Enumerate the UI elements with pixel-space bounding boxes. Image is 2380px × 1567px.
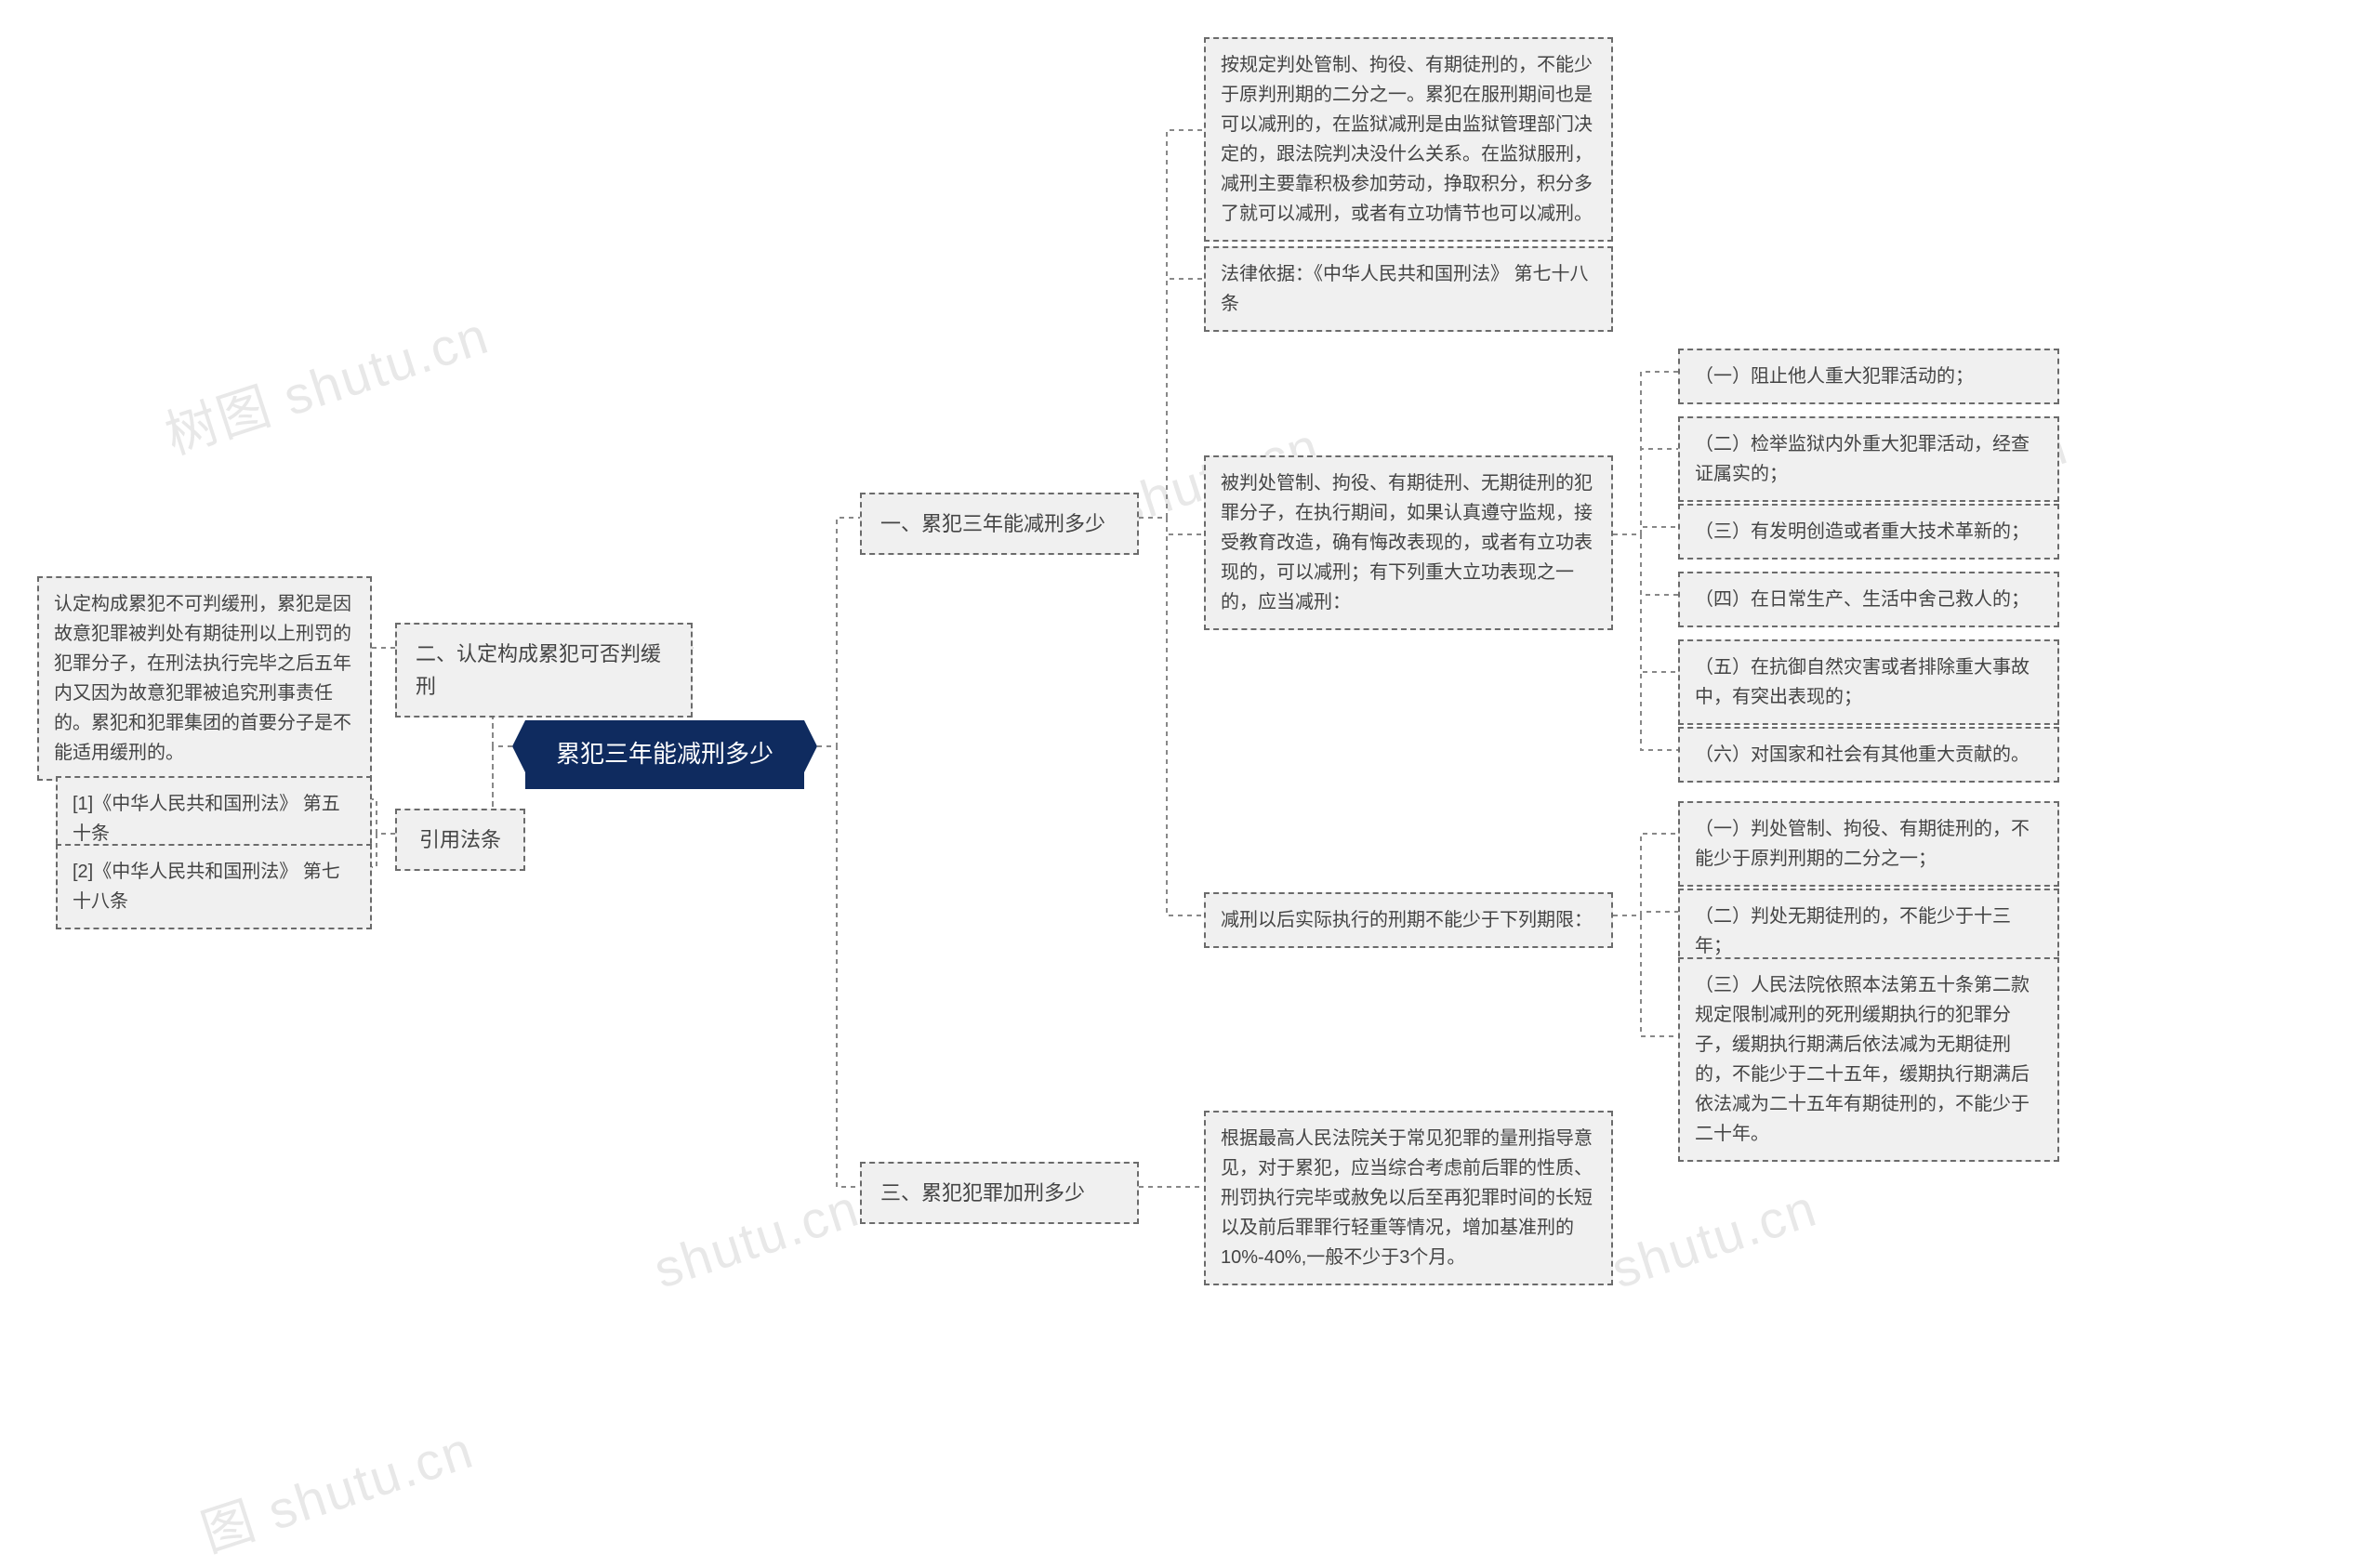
b1n3-item-1: （一）阻止他人重大犯罪活动的； (1678, 349, 2059, 404)
b1-leaf-2: 法律依据：《中华人民共和国刑法》 第七十八条 (1204, 246, 1613, 332)
b1-leaf-3: 被判处管制、拘役、有期徒刑、无期徒刑的犯罪分子，在执行期间，如果认真遵守监规，接… (1204, 455, 1613, 630)
b1n3-item-4: （四）在日常生产、生活中舍己救人的； (1678, 572, 2059, 627)
root-node: 累犯三年能减刑多少 (525, 720, 804, 789)
b3-leaf-1: 根据最高人民法院关于常见犯罪的量刑指导意见，对于累犯，应当综合考虑前后罪的性质、… (1204, 1111, 1613, 1285)
b1-leaf-4: 减刑以后实际执行的刑期不能少于下列期限： (1204, 892, 1613, 948)
b1n3-item-2: （二）检举监狱内外重大犯罪活动，经查证属实的； (1678, 416, 2059, 502)
branch-4: 引用法条 (395, 809, 525, 871)
watermark: 树图 shutu.cn (154, 294, 497, 469)
b1n3-item-5: （五）在抗御自然灾害或者排除重大事故中，有突出表现的； (1678, 639, 2059, 725)
b1n3-item-6: （六）对国家和社会有其他重大贡献的。 (1678, 727, 2059, 783)
watermark: 图 shutu.cn (191, 1408, 482, 1567)
b2-leaf-1: 认定构成累犯不可判缓刑，累犯是因故意犯罪被判处有期徒刑以上刑罚的犯罪分子，在刑法… (37, 576, 372, 781)
branch-2: 二、认定构成累犯可否判缓刑 (395, 623, 693, 718)
watermark: shutu.cn (1605, 1177, 1825, 1299)
b1-leaf-1: 按规定判处管制、拘役、有期徒刑的，不能少于原判刑期的二分之一。累犯在服刑期间也是… (1204, 37, 1613, 242)
b4-leaf-2: [2]《中华人民共和国刑法》 第七十八条 (56, 844, 372, 929)
b1n4-item-1: （一）判处管制、拘役、有期徒刑的，不能少于原判刑期的二分之一； (1678, 801, 2059, 887)
branch-1: 一、累犯三年能减刑多少 (860, 493, 1139, 555)
b1n4-item-3: （三）人民法院依照本法第五十条第二款规定限制减刑的死刑缓期执行的犯罪分子，缓期执… (1678, 957, 2059, 1162)
b1n3-item-3: （三）有发明创造或者重大技术革新的； (1678, 504, 2059, 560)
branch-3: 三、累犯犯罪加刑多少 (860, 1162, 1139, 1224)
watermark: shutu.cn (647, 1177, 867, 1299)
